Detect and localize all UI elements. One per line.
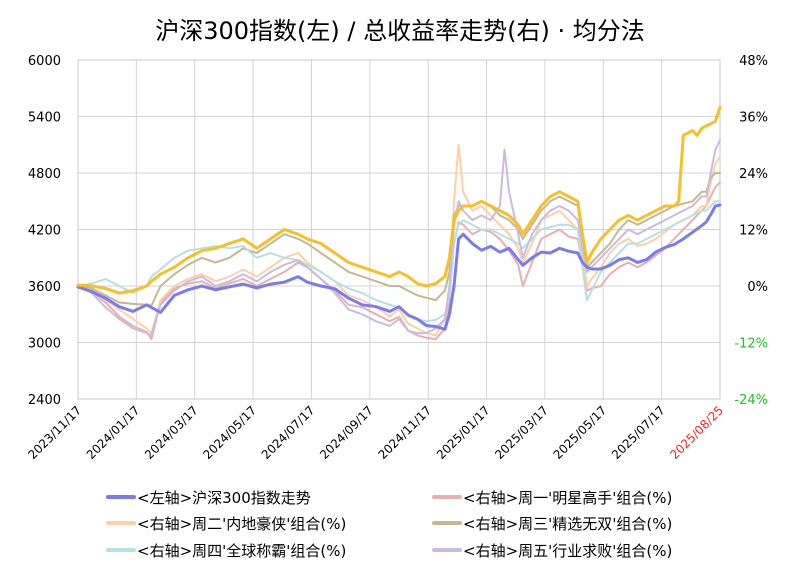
legend: <左轴>沪深300指数走势 <右轴>周一'明星高手'组合(%) <右轴>周二'内地豪… [106,489,672,560]
x-tick-label: 2024/09/17 [317,403,376,462]
right-tick-label: 48% [739,54,768,69]
right-tick-label: 36% [739,111,768,126]
series-line-6 [76,105,722,295]
left-tick-label: 4800 [28,167,61,182]
x-tick-label: 2024/11/17 [375,403,434,462]
x-tick-label: 2023/11/17 [25,403,84,462]
series-lines [76,105,722,341]
x-tick-label: 2025/08/25 [667,403,726,462]
series-line-2 [77,143,721,337]
x-tick-label: 2024/05/17 [200,403,259,462]
series-line-0 [76,203,722,331]
x-tick-label: 2025/07/17 [609,403,668,462]
left-tick-label: 6000 [28,54,61,69]
legend-label: <右轴>周一'明星高手'组合(%) [463,489,672,507]
right-tick-label: -24% [734,393,768,408]
series-line-1 [77,181,721,341]
right-tick-label: -12% [734,337,768,352]
plot-grid [77,59,721,400]
plot-frame [77,59,721,400]
legend-label: <右轴>周五'行业求败'组合(%) [463,542,672,560]
left-tick-label: 3000 [28,337,61,352]
right-tick-label: 24% [739,167,768,182]
right-tick-label: 0% [747,280,768,295]
x-tick-label: 2024/07/17 [259,403,318,462]
left-tick-label: 3600 [28,280,61,295]
left-tick-label: 4200 [28,224,61,239]
x-tick-label: 2025/01/17 [434,403,493,462]
legend-label: <右轴>周四'全球称霸'组合(%) [137,542,346,560]
legend-label: <左轴>沪深300指数走势 [137,489,311,507]
left-tick-label: 5400 [28,111,61,126]
x-tick-label: 2025/03/17 [492,403,551,462]
legend-label: <右轴>周二'内地豪侠'组合(%) [137,515,346,533]
chart-title: 沪深300指数(左) / 总收益率走势(右) · 均分法 [155,17,645,45]
series-line-5 [77,139,721,337]
legend-label: <右轴>周三'精选无双'组合(%) [463,515,672,533]
x-tick-label: 2024/03/17 [142,403,201,462]
series-line-4 [77,200,721,323]
x-tick-label: 2024/01/17 [84,403,143,462]
x-tick-label: 2025/05/17 [551,403,610,462]
left-tick-label: 2400 [28,393,61,408]
right-tick-label: 12% [739,224,768,239]
